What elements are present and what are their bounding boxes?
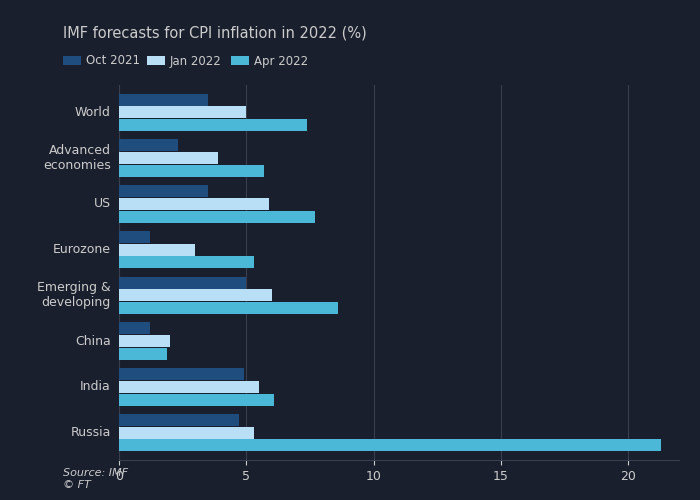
Bar — [119, 440, 661, 452]
Bar — [119, 244, 195, 256]
Text: Oct 2021: Oct 2021 — [86, 54, 140, 68]
Bar — [119, 94, 208, 106]
Bar — [119, 426, 254, 438]
Bar — [119, 119, 307, 132]
Bar — [119, 198, 270, 210]
Bar — [119, 322, 150, 334]
Text: Apr 2022: Apr 2022 — [254, 54, 308, 68]
Bar — [119, 106, 246, 118]
Bar — [119, 152, 218, 164]
Text: IMF forecasts for CPI inflation in 2022 (%): IMF forecasts for CPI inflation in 2022 … — [63, 25, 367, 40]
Bar — [119, 368, 244, 380]
Bar — [119, 185, 208, 197]
Bar — [119, 256, 254, 268]
Bar — [119, 210, 315, 223]
Bar — [119, 414, 239, 426]
Bar — [119, 335, 170, 347]
Text: Jan 2022: Jan 2022 — [170, 54, 222, 68]
Bar — [119, 276, 246, 288]
Bar — [119, 394, 274, 406]
Bar — [119, 302, 338, 314]
Bar — [119, 140, 178, 151]
Text: Source: IMF
© FT: Source: IMF © FT — [63, 468, 128, 490]
Bar — [119, 381, 259, 393]
Bar — [119, 348, 167, 360]
Bar — [119, 231, 150, 243]
Bar — [119, 290, 272, 302]
Bar — [119, 165, 264, 177]
